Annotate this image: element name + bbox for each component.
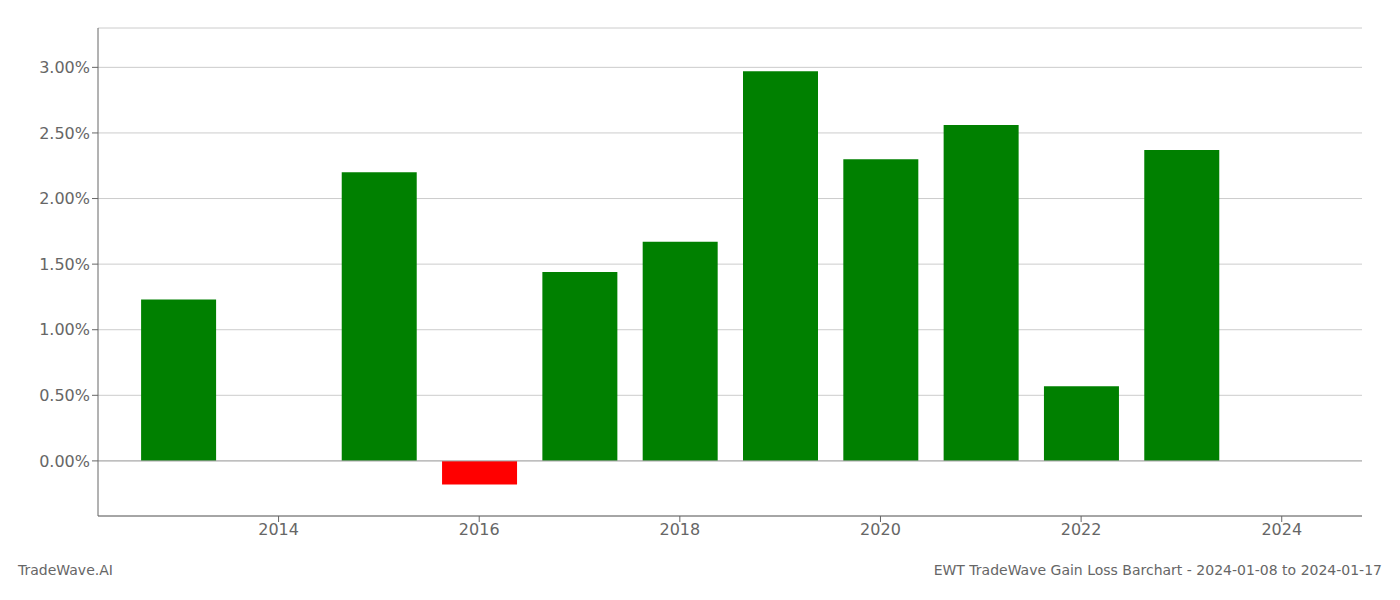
html-text:TradeWave.AI: TradeWave.AI (18, 562, 113, 578)
svg-text:2014: 2014 (258, 520, 299, 539)
svg-text:2.50%: 2.50% (39, 124, 90, 143)
svg-text:3.00%: 3.00% (39, 58, 90, 77)
svg-text:1.50%: 1.50% (39, 255, 90, 274)
svg-text:2.00%: 2.00% (39, 189, 90, 208)
svg-text:0.50%: 0.50% (39, 386, 90, 405)
svg-text:2018: 2018 (659, 520, 700, 539)
svg-text:0.00%: 0.00% (39, 452, 90, 471)
svg-text:2022: 2022 (1061, 520, 1102, 539)
svg-text:2024: 2024 (1261, 520, 1302, 539)
svg-text:2016: 2016 (459, 520, 500, 539)
svg-text:2020: 2020 (860, 520, 901, 539)
html-text:EWT TradeWave Gain Loss Barcha: EWT TradeWave Gain Loss Barchart - 2024-… (933, 562, 1382, 578)
svg-text:1.00%: 1.00% (39, 320, 90, 339)
